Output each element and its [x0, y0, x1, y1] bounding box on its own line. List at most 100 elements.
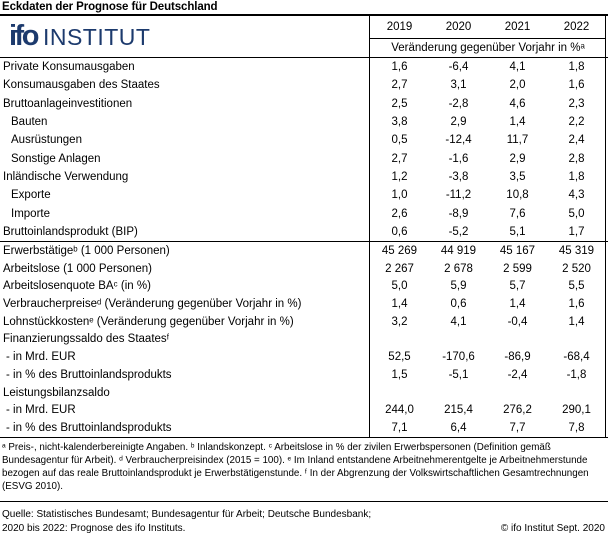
year-column-header: 2019 [386, 21, 413, 33]
value-cell: -2,4 [507, 368, 528, 381]
value-cell: 45 319 [558, 244, 595, 257]
source-note: Quelle: Statistisches Bundesamt; Bundesa… [2, 508, 371, 535]
title-divider [0, 14, 608, 16]
value-cell: 7,7 [509, 422, 526, 435]
row-label: Arbeitslosenquote BAᶜ (in %) [3, 280, 151, 293]
value-cell: 1,2 [391, 170, 408, 183]
row-label: Inländische Verwendung [3, 170, 129, 183]
value-cell: -11,2 [445, 189, 472, 202]
row-label: - in % des Bruttoinlandsprodukts [6, 368, 172, 381]
value-cell: -1,8 [566, 368, 587, 381]
table-row: Verbraucherpreiseᵈ (Veränderung gegenübe… [0, 295, 608, 313]
value-cell: 290,1 [562, 404, 591, 417]
value-cell: -1,6 [448, 152, 469, 165]
value-cell: 52,5 [388, 351, 411, 364]
value-cell: 1,6 [391, 61, 408, 74]
value-cell: 1,7 [568, 225, 585, 238]
row-label: Konsumausgaben des Staates [3, 79, 160, 92]
value-cell: 2,4 [568, 134, 585, 147]
year-column-header: 2022 [563, 21, 590, 33]
value-cell: 276,2 [503, 404, 532, 417]
column-group-label: Veränderung gegenüber Vorjahr in %ᵃ [391, 42, 585, 54]
value-cell: -86,9 [504, 351, 531, 364]
value-cell: -3,8 [448, 170, 469, 183]
value-cell: -8,9 [448, 207, 469, 220]
value-cell: 3,8 [391, 116, 408, 129]
row-label: Arbeitslose (1 000 Personen) [3, 262, 152, 275]
logo-institut-text: INSTITUT [42, 24, 151, 50]
value-cell: -6,4 [448, 61, 469, 74]
table-row: Arbeitslosenquote BAᶜ (in %) 5,0 5,9 5,7 5,5 [0, 277, 608, 295]
value-cell: 2 267 [385, 262, 414, 275]
value-cell: 7,8 [568, 422, 585, 435]
value-cell: 10,8 [506, 189, 529, 202]
value-cell: 2,3 [568, 97, 585, 110]
value-cell: -12,4 [445, 134, 472, 147]
table-row: Bauten 3,8 2,9 1,4 2,2 [0, 113, 608, 131]
source-line-2: 2020 bis 2022: Prognose des ifo Institut… [2, 522, 186, 534]
table-header: ifo INSTITUT 2019 2020 2021 2022 Veränderun… [0, 16, 608, 58]
value-cell: 45 269 [381, 244, 418, 257]
value-cell: 7,6 [509, 207, 526, 220]
value-cell: 1,6 [568, 79, 585, 92]
value-cell: 7,1 [391, 422, 408, 435]
value-cell: 244,0 [385, 404, 414, 417]
footnotes-text: ᵃ Preis-, nicht-kalenderbereinigte Angab… [0, 438, 608, 502]
table-row: Bruttoanlageinvestitionen 2,5 -2,8 4,6 2,3 [0, 95, 608, 113]
value-cell: 2,7 [391, 152, 408, 165]
value-cell: 4,1 [450, 315, 467, 328]
row-label: Private Konsumausgaben [3, 61, 135, 74]
ifo-institut-logo: ifo INSTITUT [9, 22, 150, 51]
row-label: Bauten [11, 116, 48, 129]
table-row: Sonstige Anlagen 2,7 -1,6 2,9 2,8 [0, 149, 608, 167]
row-label: Sonstige Anlagen [11, 152, 101, 165]
value-cell: 1,4 [568, 315, 585, 328]
data-table: ifo INSTITUT 2019 2020 2021 2022 Veränderun… [0, 16, 608, 438]
value-cell: 1,0 [391, 189, 408, 202]
value-cell: 3,5 [509, 170, 526, 183]
table-row: Lohnstückkostenᵉ (Veränderung gegenüber … [0, 313, 608, 331]
table-row: - in Mrd. EUR 52,5 -170,6 -86,9 -68,4 [0, 348, 608, 366]
table-row: Konsumausgaben des Staates 2,7 3,1 2,0 1,6 [0, 76, 608, 94]
value-cell: 2,0 [509, 79, 526, 92]
row-label: Bruttoanlageinvestitionen [3, 97, 133, 110]
copyright-note: © ifo Institut Sept. 2020 [500, 523, 605, 534]
value-cell: 44 919 [440, 244, 477, 257]
year-column-header: 2020 [445, 21, 472, 33]
table-row: - in Mrd. EUR 244,0 215,4 276,2 290,1 [0, 402, 608, 420]
value-cell: 2,6 [391, 207, 408, 220]
value-cell: 4,6 [509, 97, 526, 110]
value-cell: 2,5 [391, 97, 408, 110]
year-header-row: 2019 2020 2021 2022 [370, 16, 606, 39]
page-title: Eckdaten der Prognose für Deutschland [2, 1, 218, 13]
row-label: Lohnstückkostenᵉ (Veränderung gegenüber … [3, 315, 294, 328]
value-cell: 6,4 [450, 422, 467, 435]
value-cell: 2,2 [568, 116, 585, 129]
value-cell: 2,9 [450, 116, 467, 129]
value-cell: 2 520 [562, 262, 591, 275]
table-right-border-line [605, 16, 606, 437]
value-cell: 4,3 [568, 189, 585, 202]
logo-brand-text: ifo [9, 20, 39, 52]
table-row: Private Konsumausgaben 1,6 -6,4 4,1 1,8 [0, 58, 608, 76]
value-cell: 0,6 [391, 225, 408, 238]
value-cell: 5,1 [509, 225, 526, 238]
table-row: Leistungsbilanzsaldo [0, 384, 608, 402]
value-cell: -68,4 [563, 351, 590, 364]
table-row: Exporte 1,0 -11,2 10,8 4,3 [0, 186, 608, 204]
value-cell: 215,4 [444, 404, 473, 417]
table-row: Inländische Verwendung 1,2 -3,8 3,5 1,8 [0, 168, 608, 186]
value-cell: 1,8 [568, 61, 585, 74]
value-cell: 45 167 [499, 244, 536, 257]
value-cell: -170,6 [442, 351, 475, 364]
value-cell: 2,7 [391, 79, 408, 92]
value-cell: 1,4 [509, 116, 526, 129]
footer: Quelle: Statistisches Bundesamt; Bundesa… [0, 502, 608, 539]
value-cell: 1,4 [509, 298, 526, 311]
row-label: - in Mrd. EUR [6, 404, 76, 417]
value-cell: 4,1 [509, 61, 526, 74]
table-row: - in % des Bruttoinlandsprodukts 1,5 -5,1 -… [0, 366, 608, 384]
table-row: Erwerbstätigeᵇ (1 000 Personen) 45 269 44 … [0, 242, 608, 260]
value-cell: 5,0 [391, 280, 408, 293]
